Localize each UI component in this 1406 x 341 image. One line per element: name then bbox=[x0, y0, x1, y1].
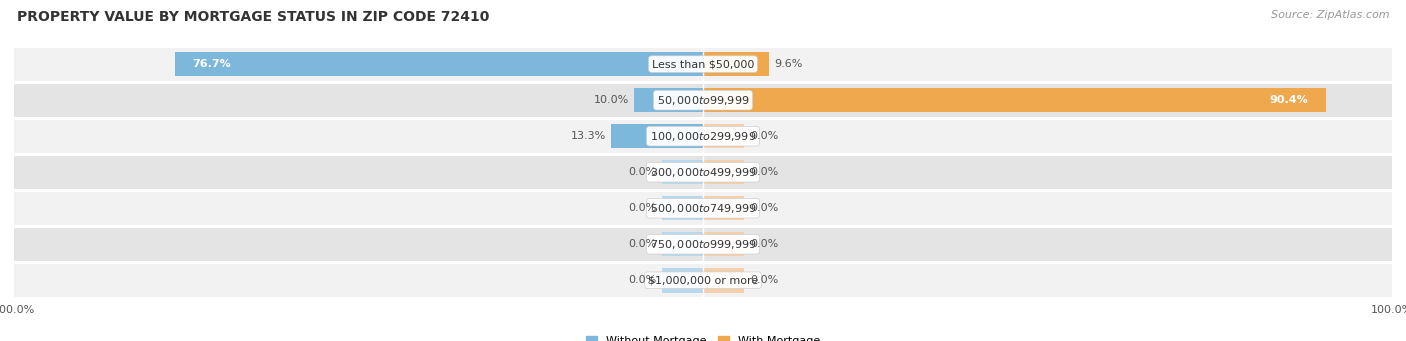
Bar bbox=[14, 192, 1392, 225]
Text: 0.0%: 0.0% bbox=[749, 275, 778, 285]
Bar bbox=[662, 232, 703, 256]
Text: 0.0%: 0.0% bbox=[628, 275, 657, 285]
Text: 0.0%: 0.0% bbox=[749, 203, 778, 213]
Text: $750,000 to $999,999: $750,000 to $999,999 bbox=[650, 238, 756, 251]
Bar bbox=[14, 155, 1392, 189]
Bar bbox=[14, 48, 1392, 81]
Bar bbox=[703, 52, 769, 76]
Bar bbox=[662, 160, 703, 184]
Text: 0.0%: 0.0% bbox=[628, 239, 657, 249]
Bar bbox=[703, 196, 744, 221]
Text: 9.6%: 9.6% bbox=[775, 59, 803, 69]
Text: 90.4%: 90.4% bbox=[1270, 95, 1309, 105]
Bar bbox=[14, 120, 1392, 153]
Text: 0.0%: 0.0% bbox=[749, 239, 778, 249]
Text: 10.0%: 10.0% bbox=[593, 95, 628, 105]
Text: Source: ZipAtlas.com: Source: ZipAtlas.com bbox=[1271, 10, 1389, 20]
Text: 0.0%: 0.0% bbox=[628, 203, 657, 213]
Text: $100,000 to $299,999: $100,000 to $299,999 bbox=[650, 130, 756, 143]
Bar bbox=[703, 124, 744, 148]
Text: 0.0%: 0.0% bbox=[749, 167, 778, 177]
Bar bbox=[662, 196, 703, 221]
Bar bbox=[14, 84, 1392, 117]
Text: $1,000,000 or more: $1,000,000 or more bbox=[648, 275, 758, 285]
Bar bbox=[703, 160, 744, 184]
Bar bbox=[703, 268, 744, 293]
Bar bbox=[174, 52, 703, 76]
Bar bbox=[703, 232, 744, 256]
Text: 13.3%: 13.3% bbox=[571, 131, 606, 141]
Text: Less than $50,000: Less than $50,000 bbox=[652, 59, 754, 69]
Text: 76.7%: 76.7% bbox=[191, 59, 231, 69]
Text: $500,000 to $749,999: $500,000 to $749,999 bbox=[650, 202, 756, 215]
Legend: Without Mortgage, With Mortgage: Without Mortgage, With Mortgage bbox=[582, 331, 824, 341]
Bar bbox=[662, 268, 703, 293]
Bar bbox=[14, 264, 1392, 297]
Text: $50,000 to $99,999: $50,000 to $99,999 bbox=[657, 94, 749, 107]
Text: PROPERTY VALUE BY MORTGAGE STATUS IN ZIP CODE 72410: PROPERTY VALUE BY MORTGAGE STATUS IN ZIP… bbox=[17, 10, 489, 24]
Bar bbox=[14, 228, 1392, 261]
Bar bbox=[703, 88, 1326, 113]
Bar bbox=[612, 124, 703, 148]
Text: 0.0%: 0.0% bbox=[749, 131, 778, 141]
Text: $300,000 to $499,999: $300,000 to $499,999 bbox=[650, 166, 756, 179]
Text: 0.0%: 0.0% bbox=[628, 167, 657, 177]
Bar bbox=[634, 88, 703, 113]
